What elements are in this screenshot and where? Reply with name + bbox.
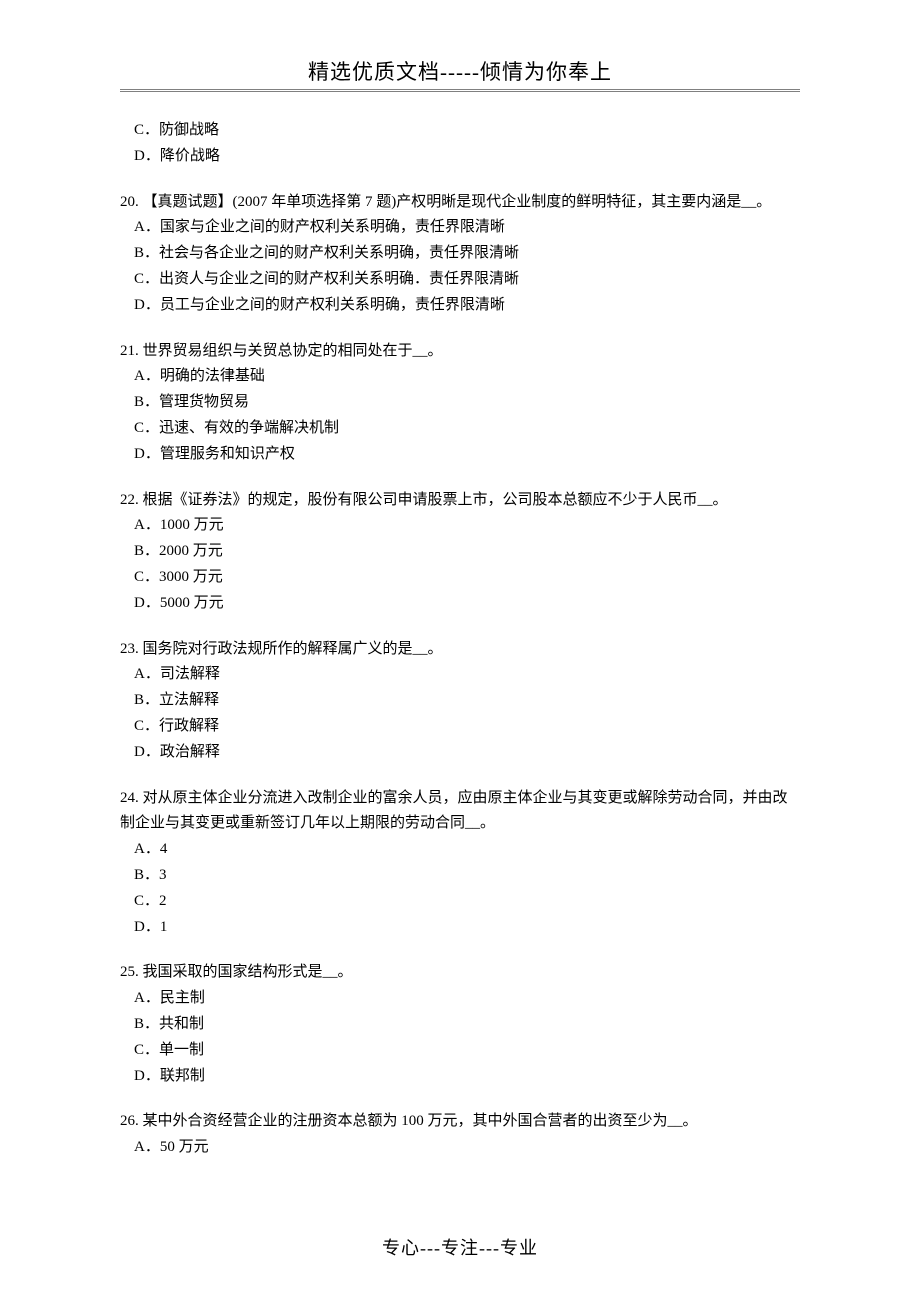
- option-a: A．民主制: [120, 986, 800, 1012]
- question-20: 20. 【真题试题】(2007 年单项选择第 7 题)产权明晰是现代企业制度的鲜…: [120, 190, 800, 319]
- question-stem: 21. 世界贸易组织与关贸总协定的相同处在于__。: [120, 339, 800, 365]
- option-c: C．出资人与企业之间的财产权利关系明确．责任界限清晰: [120, 267, 800, 293]
- option-b: B．共和制: [120, 1012, 800, 1038]
- option-d: D．5000 万元: [120, 591, 800, 617]
- option-d: D．员工与企业之间的财产权利关系明确，责任界限清晰: [120, 293, 800, 319]
- question-stem: 23. 国务院对行政法规所作的解释属广义的是__。: [120, 637, 800, 663]
- question-23: 23. 国务院对行政法规所作的解释属广义的是__。 A．司法解释 B．立法解释 …: [120, 637, 800, 766]
- page-header: 精选优质文档-----倾情为你奉上: [120, 56, 800, 92]
- option-a: A．明确的法律基础: [120, 364, 800, 390]
- option-d: D．政治解释: [120, 740, 800, 766]
- option-c: C．迅速、有效的争端解决机制: [120, 416, 800, 442]
- option-a: A．国家与企业之间的财产权利关系明确，责任界限清晰: [120, 215, 800, 241]
- question-stem: 25. 我国采取的国家结构形式是__。: [120, 960, 800, 986]
- option-c: C．行政解释: [120, 714, 800, 740]
- option-d: D．降价战略: [120, 144, 800, 170]
- orphan-options: C．防御战略 D．降价战略: [120, 118, 800, 170]
- document-body: C．防御战略 D．降价战略 20. 【真题试题】(2007 年单项选择第 7 题…: [120, 118, 800, 1161]
- option-b: B．3: [120, 863, 800, 889]
- page-footer: 专心---专注---专业: [0, 1234, 920, 1260]
- question-21: 21. 世界贸易组织与关贸总协定的相同处在于__。 A．明确的法律基础 B．管理…: [120, 339, 800, 468]
- page: 精选优质文档-----倾情为你奉上 C．防御战略 D．降价战略 20. 【真题试…: [0, 0, 920, 1302]
- question-stem: 24. 对从原主体企业分流进入改制企业的富余人员，应由原主体企业与其变更或解除劳…: [120, 786, 800, 838]
- question-stem: 22. 根据《证券法》的规定，股份有限公司申请股票上市，公司股本总额应不少于人民…: [120, 488, 800, 514]
- option-d: D．联邦制: [120, 1064, 800, 1090]
- option-a: A．1000 万元: [120, 513, 800, 539]
- option-d: D．管理服务和知识产权: [120, 442, 800, 468]
- question-25: 25. 我国采取的国家结构形式是__。 A．民主制 B．共和制 C．单一制 D．…: [120, 960, 800, 1089]
- option-c: C．2: [120, 889, 800, 915]
- option-b: B．社会与各企业之间的财产权利关系明确，责任界限清晰: [120, 241, 800, 267]
- option-b: B．管理货物贸易: [120, 390, 800, 416]
- question-stem: 26. 某中外合资经营企业的注册资本总额为 100 万元，其中外国合营者的出资至…: [120, 1109, 800, 1135]
- option-d: D．1: [120, 915, 800, 941]
- option-b: B．2000 万元: [120, 539, 800, 565]
- option-b: B．立法解释: [120, 688, 800, 714]
- question-22: 22. 根据《证券法》的规定，股份有限公司申请股票上市，公司股本总额应不少于人民…: [120, 488, 800, 617]
- question-26: 26. 某中外合资经营企业的注册资本总额为 100 万元，其中外国合营者的出资至…: [120, 1109, 800, 1161]
- option-c: C．防御战略: [120, 118, 800, 144]
- question-24: 24. 对从原主体企业分流进入改制企业的富余人员，应由原主体企业与其变更或解除劳…: [120, 786, 800, 941]
- option-a: A．50 万元: [120, 1135, 800, 1161]
- option-a: A．司法解释: [120, 662, 800, 688]
- option-c: C．3000 万元: [120, 565, 800, 591]
- option-a: A．4: [120, 837, 800, 863]
- question-stem: 20. 【真题试题】(2007 年单项选择第 7 题)产权明晰是现代企业制度的鲜…: [120, 190, 800, 216]
- option-c: C．单一制: [120, 1038, 800, 1064]
